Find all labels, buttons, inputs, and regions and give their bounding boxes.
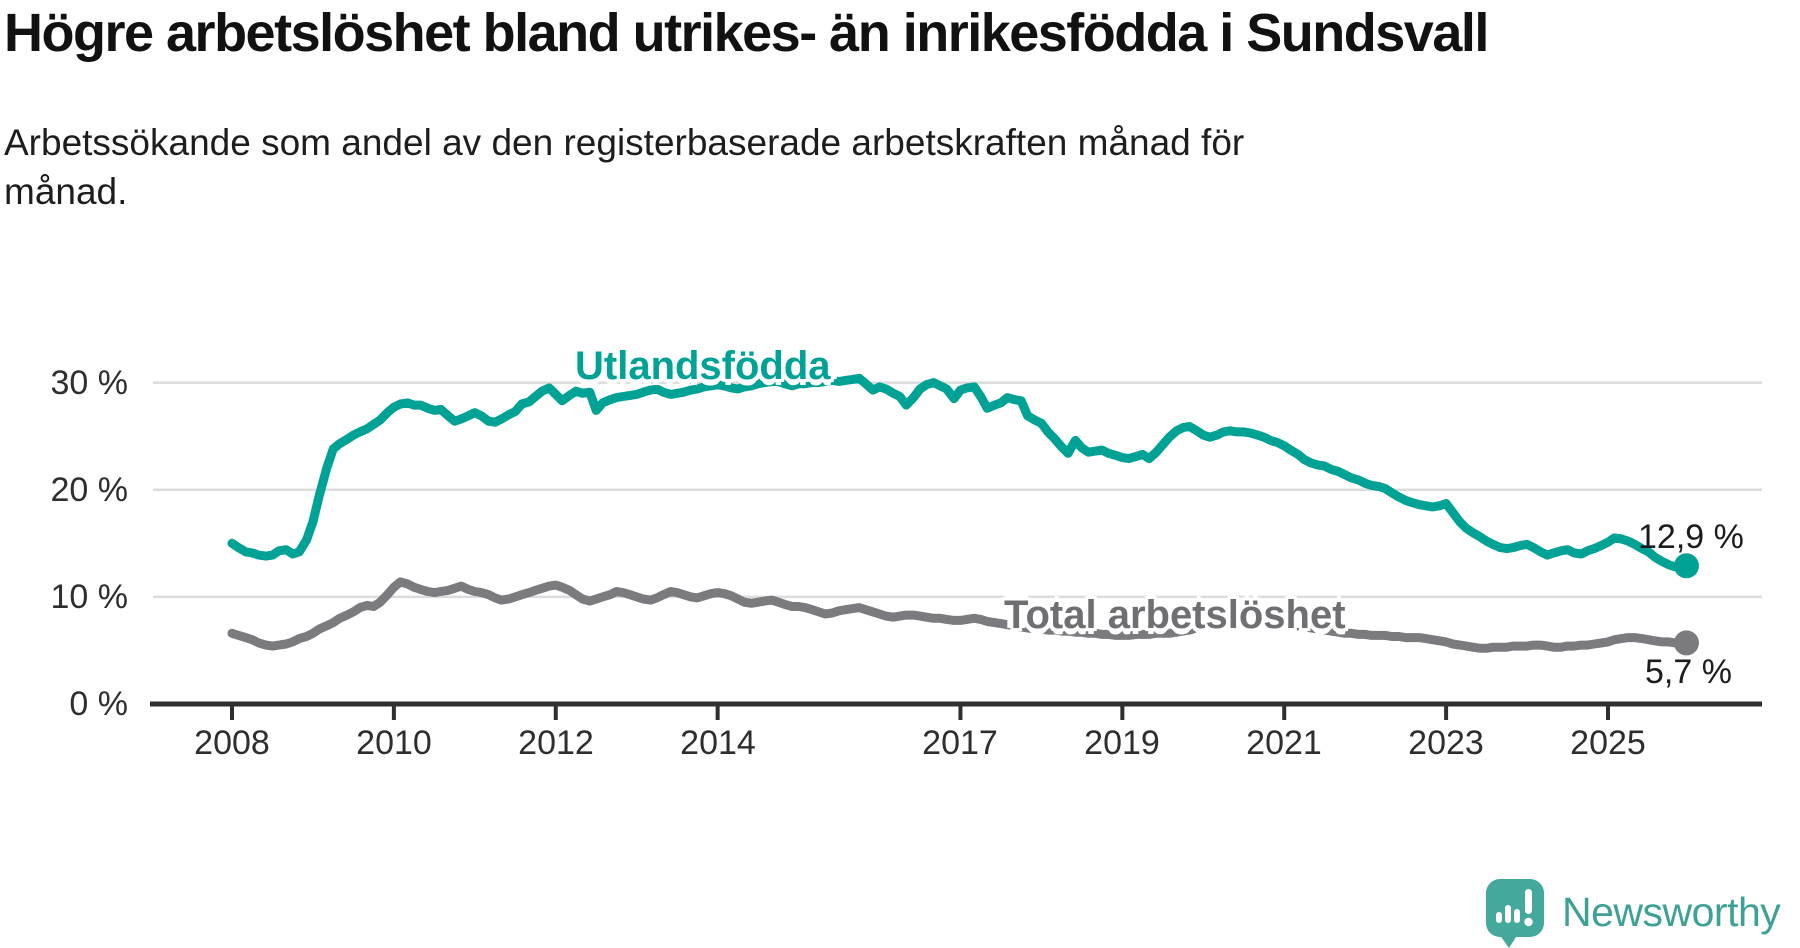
subtitle-line-1: Arbetssökande som andel av den registerb… <box>4 122 1245 163</box>
end-value-label-total: 5,7 % <box>1645 653 1732 691</box>
x-tick-label-2021: 2021 <box>1246 724 1322 762</box>
series-label-total-arbetsloshet: Total arbetslöshet <box>1004 593 1346 637</box>
x-tick-label-2019: 2019 <box>1084 724 1160 762</box>
subtitle-line-2: månad. <box>4 171 128 212</box>
series-end-dot-total-arbetsloshet <box>1673 630 1699 656</box>
newsworthy-logo-text: Newsworthy <box>1562 888 1781 935</box>
page-subtitle: Arbetssökande som andel av den registerb… <box>4 118 1504 216</box>
series-label-utlandsfodda: Utlandsfödda <box>575 344 831 388</box>
series-line-total-arbetsloshet <box>227 577 1687 653</box>
y-tick-label-20: 20 % <box>50 471 129 509</box>
y-tick-label-10: 10 % <box>50 578 129 616</box>
end-value-label-utlandsfodda: 12,9 % <box>1638 518 1744 556</box>
y-tick-label-0: 0 % <box>69 685 128 723</box>
x-tick-label-2008: 2008 <box>194 724 270 762</box>
series-line-utlandsfodda <box>227 373 1687 572</box>
x-tick-label-2025: 2025 <box>1570 724 1646 762</box>
newsworthy-logo: Newsworthy <box>1484 876 1781 948</box>
x-tick-label-2023: 2023 <box>1408 724 1484 762</box>
x-tick-label-2012: 2012 <box>518 724 594 762</box>
series-end-dot-utlandsfodda <box>1673 553 1699 579</box>
page-title: Högre arbetslöshet bland utrikes- än inr… <box>4 3 1489 63</box>
newsworthy-logo-icon <box>1486 879 1544 948</box>
x-tick-label-2010: 2010 <box>356 724 432 762</box>
x-tick-label-2014: 2014 <box>680 724 756 762</box>
y-tick-label-30: 30 % <box>50 364 129 402</box>
x-tick-label-2017: 2017 <box>922 724 998 762</box>
